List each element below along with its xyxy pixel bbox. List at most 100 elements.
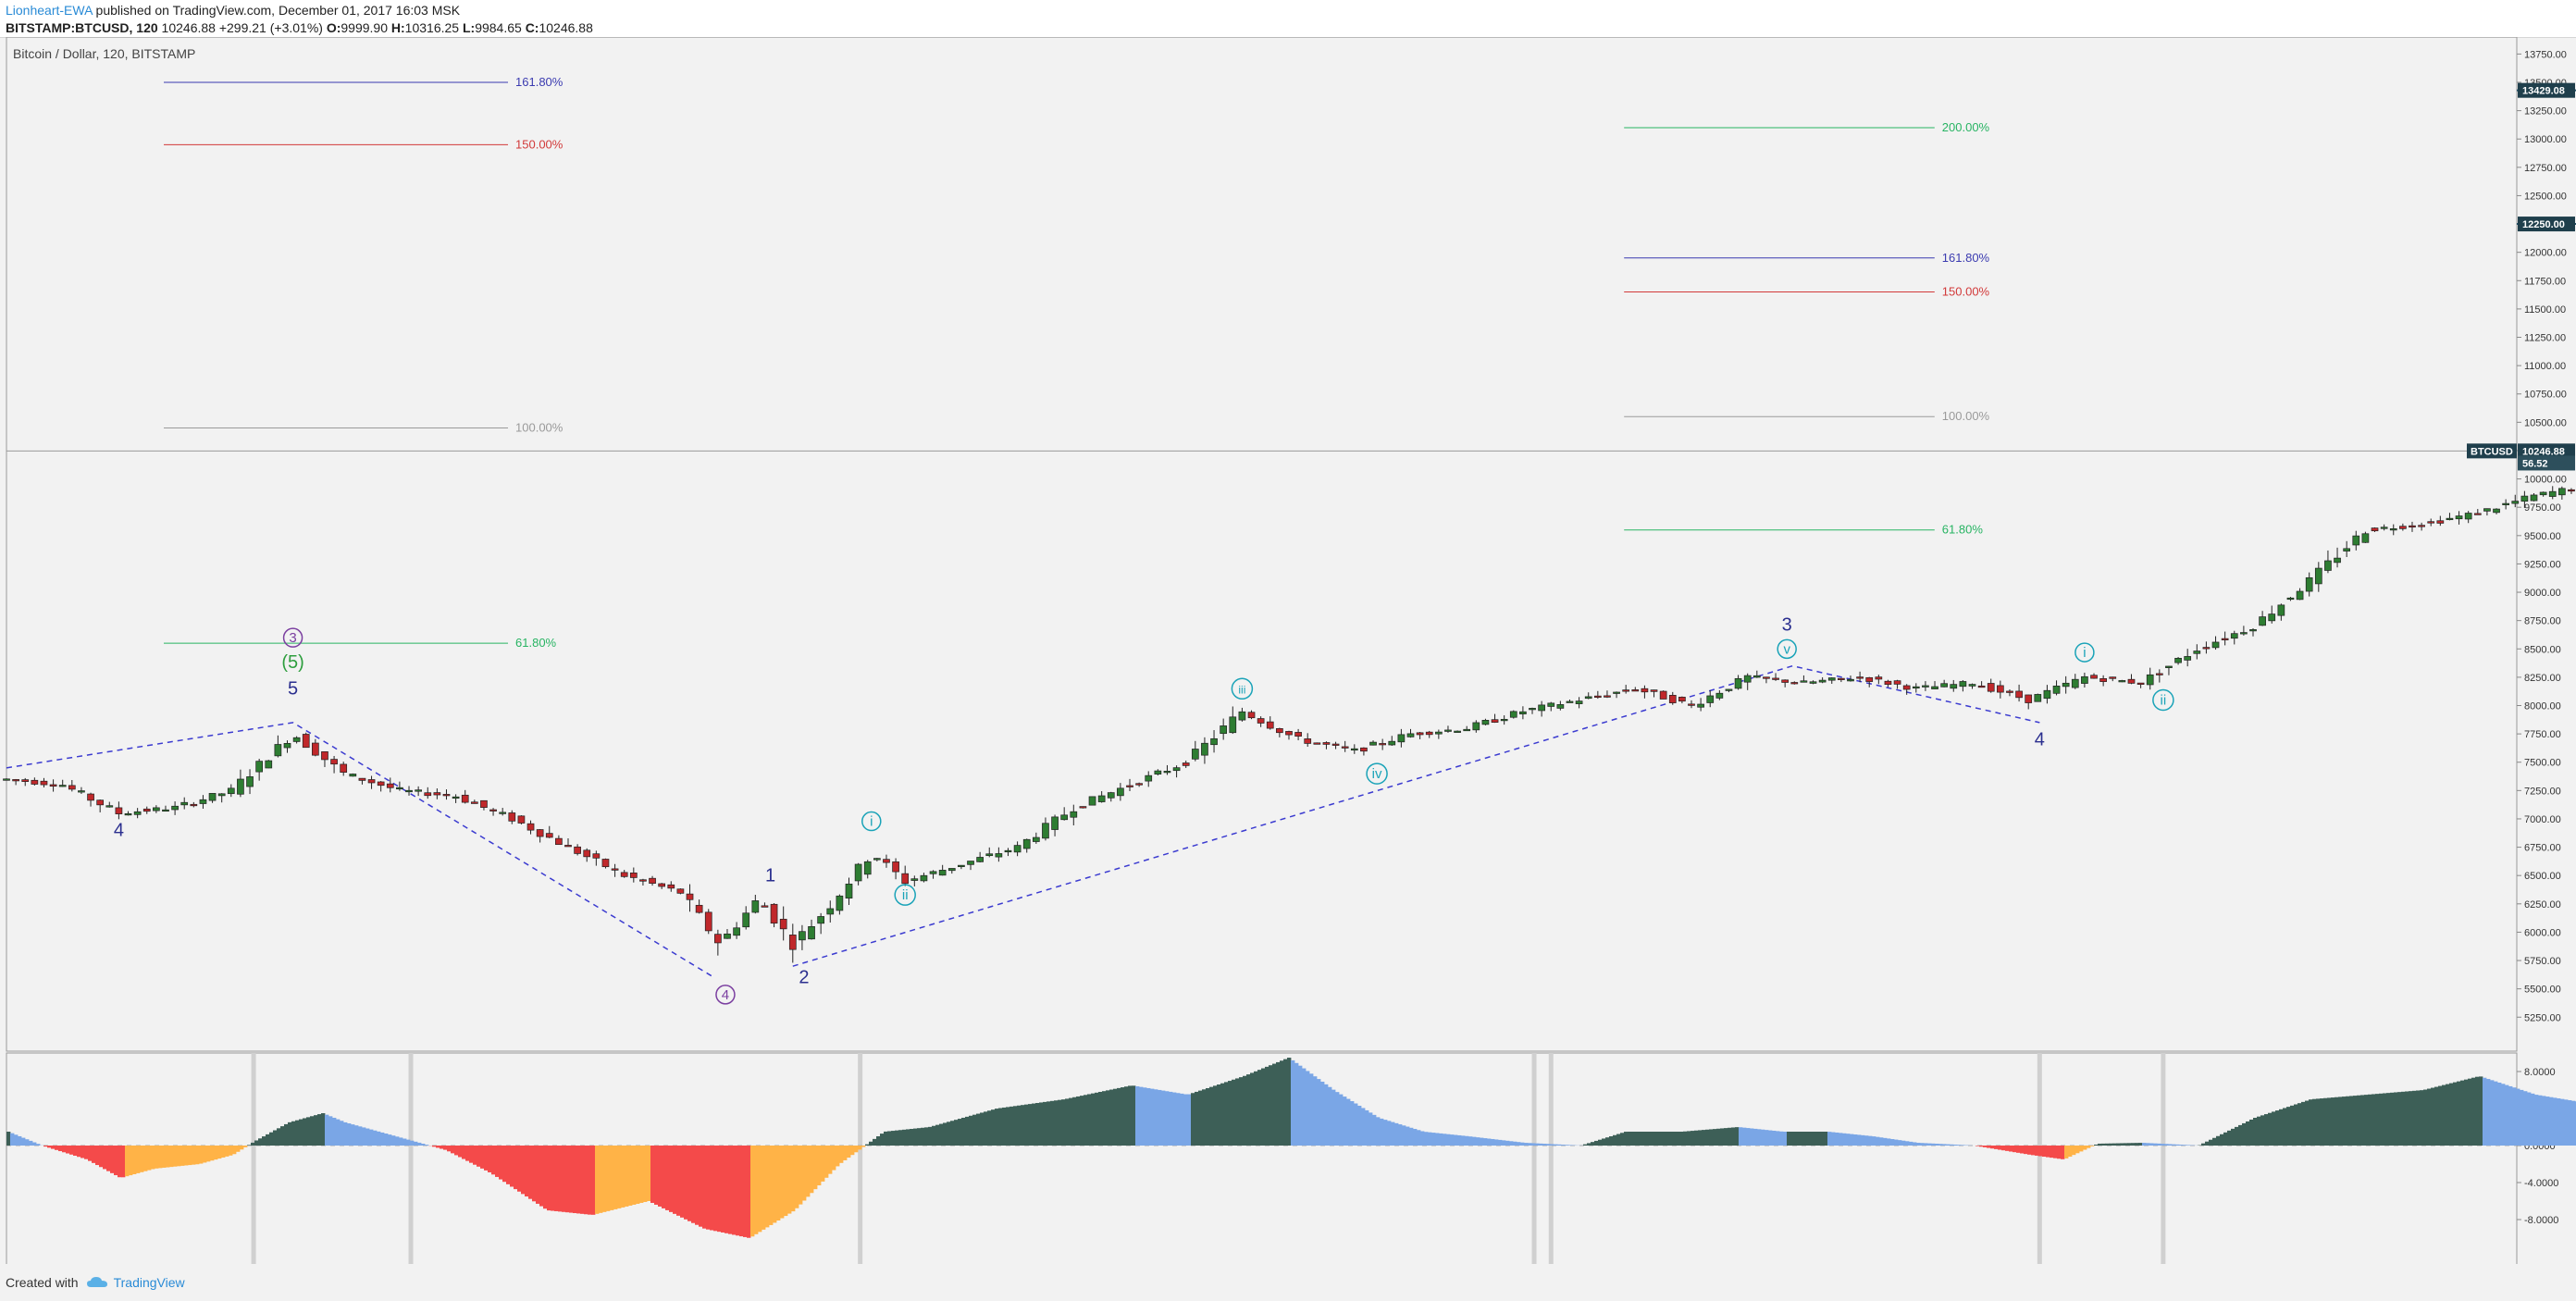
close-value: 10246.88 — [539, 20, 593, 35]
oscillator-bar — [1750, 1128, 1754, 1146]
oscillator-bar — [1957, 1145, 1962, 1146]
candle-body — [2025, 694, 2033, 703]
candle-body — [415, 789, 422, 792]
oscillator-bar — [2309, 1099, 2313, 1146]
y-tick-label: 12000.00 — [2524, 248, 2567, 259]
oscillator-bar — [358, 1126, 363, 1146]
oscillator-bar — [2290, 1105, 2295, 1146]
oscillator-bar — [232, 1146, 237, 1155]
oscillator-bar — [1720, 1128, 1725, 1146]
oscillator-bar — [1616, 1134, 1621, 1146]
oscillator-bar — [1128, 1085, 1133, 1146]
oscillator-bar — [717, 1146, 722, 1233]
candle-body — [255, 761, 263, 773]
oscillator-bar — [221, 1146, 226, 1158]
oscillator-bar — [2257, 1116, 2261, 1146]
oscillator-bar — [599, 1146, 603, 1213]
oscillator-bar — [776, 1146, 781, 1220]
price-tag-label: 12250.00 — [2522, 219, 2565, 230]
oscillator-bar — [695, 1146, 700, 1225]
oscillator-bar — [739, 1146, 744, 1237]
y-tick-label: 11500.00 — [2524, 304, 2566, 316]
candle-body — [1472, 722, 1480, 731]
oscillator-bar — [1820, 1132, 1825, 1146]
oscillator-bar — [2531, 1093, 2535, 1146]
oscillator-bar — [1546, 1144, 1551, 1146]
oscillator-bar — [2434, 1086, 2439, 1146]
oscillator-bar — [203, 1146, 207, 1163]
tradingview-brand[interactable]: TradingView — [86, 1275, 185, 1290]
oscillator-bar — [2397, 1092, 2402, 1146]
oscillator-bar — [2457, 1081, 2461, 1146]
oscillator-bar — [1624, 1132, 1629, 1146]
candle-body — [1079, 806, 1087, 809]
oscillator-bar — [810, 1146, 814, 1194]
candle-body — [1397, 734, 1406, 743]
oscillator-bar — [317, 1114, 322, 1146]
oscillator-bar — [2294, 1104, 2298, 1146]
oscillator-bar — [665, 1146, 670, 1210]
oscillator-bar — [1524, 1143, 1529, 1146]
oscillator-bar — [2064, 1146, 2069, 1159]
oscillator-bar — [721, 1146, 725, 1233]
oscillator-bar — [2231, 1128, 2235, 1146]
candle-body — [162, 809, 169, 812]
oscillator-bar — [502, 1146, 507, 1183]
oscillator-bar — [910, 1129, 914, 1146]
oscillator-bar — [332, 1117, 337, 1146]
candle-body — [817, 916, 825, 924]
high-value: 10316.25 — [404, 20, 460, 35]
oscillator-bar — [2083, 1146, 2087, 1150]
oscillator-bar — [806, 1146, 811, 1197]
candle-body — [1182, 762, 1190, 766]
oscillator-bar — [2179, 1145, 2184, 1146]
oscillator-bar — [2279, 1109, 2284, 1146]
oscillator-bar — [269, 1132, 274, 1146]
candle-body — [863, 861, 872, 875]
candle-body — [2146, 674, 2154, 686]
candle-body — [892, 861, 899, 873]
oscillator-bar — [1591, 1142, 1595, 1146]
oscillator-bar — [465, 1146, 470, 1161]
candle-body — [3, 778, 10, 781]
oscillator-bar — [36, 1144, 41, 1146]
oscillator-bar — [2216, 1135, 2221, 1146]
candle-body — [1809, 681, 1817, 684]
oscillator-bar — [1901, 1140, 1906, 1146]
oscillator-bar — [2112, 1143, 2117, 1146]
candle-body — [1229, 716, 1237, 734]
candle-body — [1304, 738, 1312, 744]
oscillator-bar — [2464, 1079, 2469, 1146]
oscillator-bar — [924, 1127, 929, 1146]
wave-dashed-line — [792, 664, 2040, 967]
chart-canvas[interactable]: 5250.00 5500.00 5750.00 6000.00 6250.00 6500.… — [0, 37, 2576, 1264]
candle-body — [555, 837, 563, 846]
oscillator-bar — [1024, 1104, 1029, 1146]
y-tick-label: 7250.00 — [2524, 786, 2561, 797]
candle-body — [574, 846, 581, 854]
oscillator-bar — [743, 1146, 748, 1237]
oscillator-bar — [1409, 1127, 1414, 1146]
oscillator-bar — [1006, 1107, 1010, 1146]
oscillator-bar — [1894, 1139, 1899, 1146]
oscillator-bar — [1265, 1066, 1269, 1146]
oscillator-bar — [2549, 1097, 2554, 1146]
candle-body — [1509, 711, 1517, 718]
footer: Created with TradingView — [6, 1275, 185, 1290]
oscillator-bar — [595, 1146, 600, 1214]
oscillator-bar — [1046, 1101, 1051, 1146]
oscillator-bar — [2342, 1097, 2347, 1146]
ticker-tag-label: BTCUSD — [2471, 446, 2513, 457]
candle-body — [1519, 711, 1527, 714]
oscillator-bar — [891, 1131, 896, 1146]
oscillator-bar — [1102, 1091, 1107, 1146]
author-link[interactable]: Lionheart-EWA — [6, 3, 93, 18]
candle-body — [1613, 691, 1620, 694]
oscillator-bar — [724, 1146, 729, 1233]
oscillator-bar — [1294, 1062, 1299, 1146]
oscillator-bar — [1028, 1104, 1033, 1146]
oscillator-bar — [2334, 1097, 2339, 1146]
candle-body — [1752, 675, 1761, 678]
oscillator-bar — [1391, 1121, 1395, 1146]
oscillator-bar — [917, 1128, 922, 1146]
